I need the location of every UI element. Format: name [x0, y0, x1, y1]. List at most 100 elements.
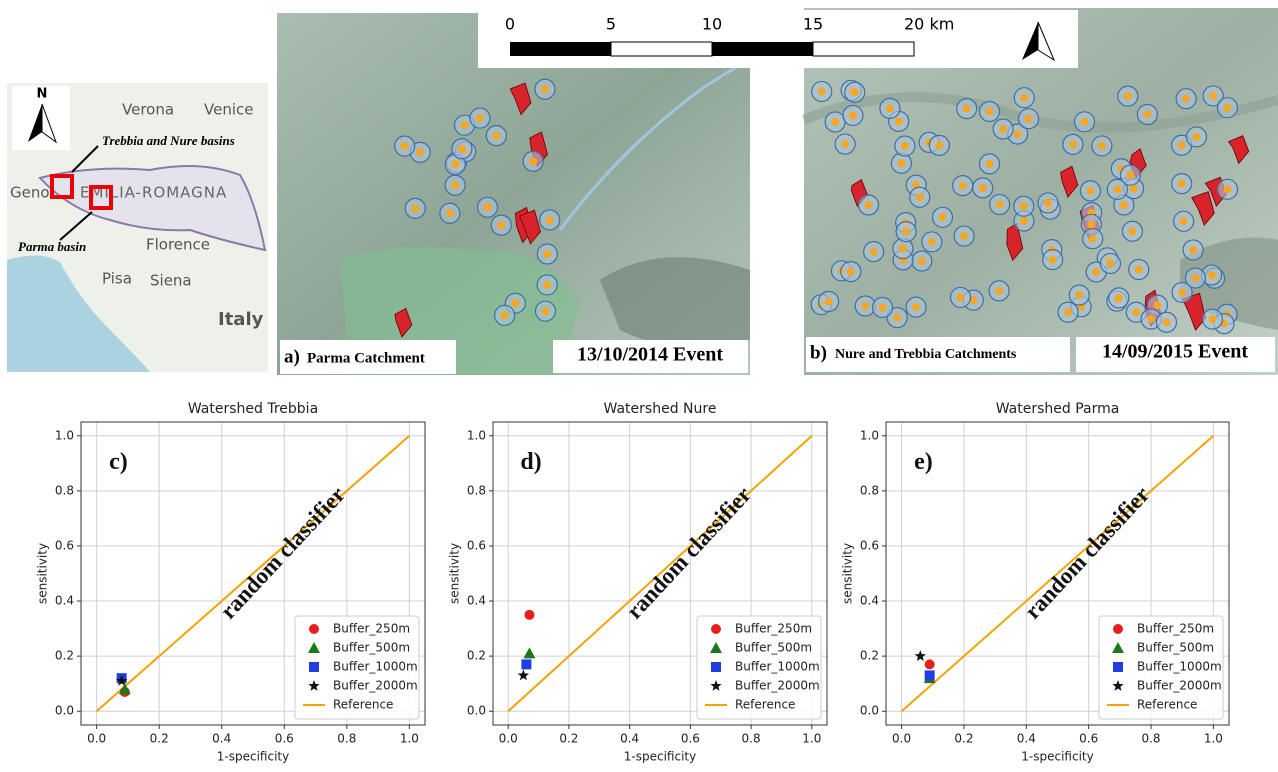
landslide-point	[824, 297, 833, 306]
scale-label: 15	[803, 15, 823, 34]
landslide-point	[451, 181, 460, 190]
scale-bar: 0 5 10 15 20 km	[478, 10, 1078, 68]
scale-label: 10	[702, 15, 722, 34]
landslide-point	[878, 303, 887, 312]
landslide-point	[1192, 132, 1201, 141]
landslide-point	[400, 142, 409, 151]
x-tick-label: 1.0	[1204, 732, 1223, 746]
place: Pisa	[102, 270, 132, 288]
landslide-point	[841, 140, 850, 149]
y-axis-label: sensitivity	[448, 543, 462, 604]
y-tick-label: 0.2	[467, 649, 486, 663]
label-box	[553, 340, 748, 373]
landslide-point	[897, 159, 906, 168]
landslide-point	[912, 303, 921, 312]
panel-label: b)	[810, 342, 827, 363]
legend-label: Reference	[333, 698, 393, 712]
place: Verona	[122, 101, 174, 119]
callout: Trebbia and Nure basins	[102, 133, 235, 148]
legend-label: Buffer_500m	[1137, 641, 1214, 655]
scale-segment	[812, 41, 915, 57]
x-axis-label: 1-specificity	[1021, 750, 1093, 764]
point	[924, 659, 935, 670]
scale-label: 20 km	[904, 15, 954, 34]
landslide-point	[1123, 92, 1132, 101]
landslide-point	[416, 148, 425, 157]
basin-box	[89, 185, 113, 210]
x-tick-label: 0.6	[681, 732, 700, 746]
place: Florence	[146, 236, 210, 254]
legend-swatch	[308, 642, 320, 653]
legend-label: Buffer_1000m	[735, 660, 820, 674]
sea	[7, 255, 150, 372]
landslide-point	[475, 114, 484, 123]
landslide-point	[938, 213, 947, 222]
landslide-point	[900, 141, 909, 150]
landslide-point	[1024, 114, 1033, 123]
landslide-point	[1113, 185, 1122, 194]
legend-box	[696, 615, 822, 720]
landslide-point	[1128, 227, 1137, 236]
landslide-point	[541, 307, 550, 316]
landslide-point	[995, 286, 1004, 295]
landslide-point	[1132, 308, 1141, 317]
landslide-point	[831, 117, 840, 126]
landslide-point	[848, 111, 857, 120]
landslide-point	[902, 227, 911, 236]
landslide-point	[1080, 117, 1089, 126]
landslide-point	[492, 131, 501, 140]
landslide-point	[1179, 217, 1188, 226]
point	[523, 647, 536, 659]
callout-arrow	[59, 211, 93, 241]
north-arrow	[1022, 22, 1038, 60]
landslide-point	[1134, 265, 1143, 274]
y-tick-label: 1.0	[860, 428, 879, 442]
y-tick-label: 0.0	[467, 704, 486, 718]
y-tick-label: 0.4	[55, 594, 74, 608]
landslide-point	[1191, 274, 1200, 283]
y-tick-label: 0.0	[55, 704, 74, 718]
point	[924, 670, 935, 681]
landslide-point	[1088, 234, 1097, 243]
landslide-point	[511, 299, 520, 308]
legend-swatch	[1113, 624, 1123, 634]
chart-title: Watershed Parma	[996, 401, 1120, 417]
callout: Parma basin	[18, 239, 86, 254]
chart: Watershed Nure 0.0 0.2 0.4 0.6 0.8 1.0 0.0 0.2 0.…	[448, 401, 828, 764]
landslide-point	[995, 200, 1004, 209]
landslide-point	[1223, 103, 1232, 112]
y-tick-label: 0.8	[55, 483, 74, 497]
legend-swatch	[1112, 680, 1124, 691]
landslide-point	[1189, 246, 1198, 255]
landslide-point	[978, 183, 987, 192]
panel-label: e)	[914, 449, 933, 475]
north-label: N	[37, 87, 48, 102]
landslide-point	[1119, 200, 1128, 209]
landslide-point	[1129, 184, 1138, 193]
legend-label: Buffer_500m	[735, 641, 812, 655]
label-box	[1076, 337, 1275, 372]
landslide-point	[927, 237, 936, 246]
place: EMILIA-ROMAGNA	[80, 184, 227, 202]
legend-swatch	[309, 662, 319, 672]
landslide-point	[1086, 186, 1095, 195]
x-tick-label: 0.4	[1017, 732, 1036, 746]
place: Siena	[150, 272, 192, 290]
callout-arrow	[71, 145, 99, 173]
plot-frame	[492, 421, 828, 726]
landslide-point	[460, 121, 469, 130]
landslide-point	[529, 157, 538, 166]
point	[115, 674, 128, 686]
ridge	[600, 257, 750, 348]
inset-map: N Verona Venice Geno EMILIA-ROMAGNA Flor…	[7, 83, 268, 372]
legend-label: Reference	[735, 698, 795, 712]
panel-label: a)	[284, 346, 300, 367]
y-tick-label: 1.0	[467, 428, 486, 442]
x-tick-label: 0.6	[275, 732, 294, 746]
x-axis-label: 1-specificity	[217, 750, 289, 764]
legend-label: Buffer_250m	[1137, 622, 1214, 636]
landslide	[394, 307, 413, 338]
landslide-point	[1048, 255, 1057, 264]
landslide-point	[958, 181, 967, 190]
